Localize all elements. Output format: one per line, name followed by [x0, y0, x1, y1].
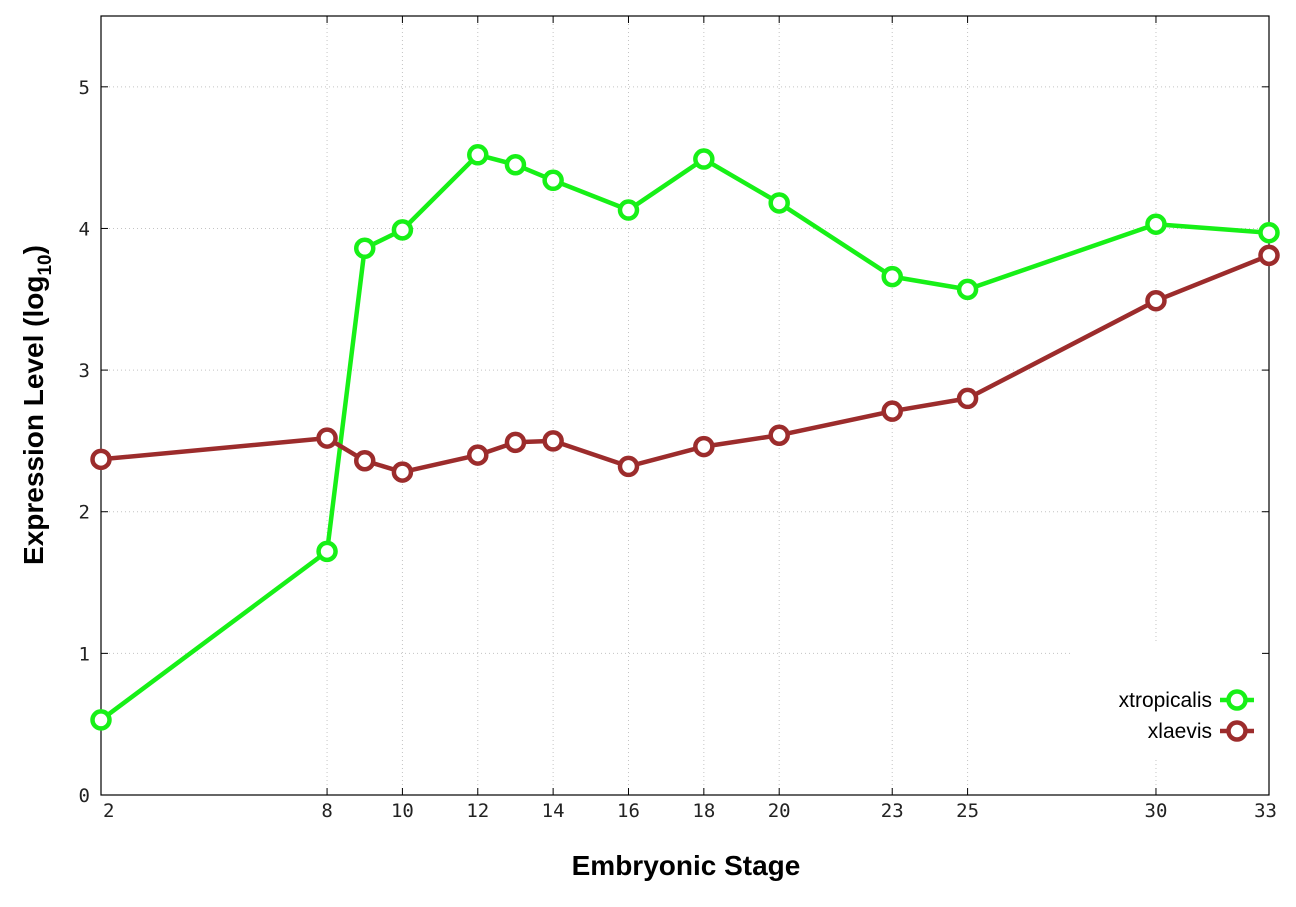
series-line-xlaevis — [100, 253, 1270, 475]
x-tick-label: 20 — [768, 800, 791, 822]
y-axis-title-subscript: 10 — [35, 254, 56, 275]
legend-label-xlaevis: xlaevis — [1148, 720, 1212, 743]
data-point-xlaevis — [693, 435, 715, 458]
data-point-xlaevis — [353, 449, 376, 472]
y-tick-label: 0 — [79, 785, 90, 807]
data-point-xlaevis — [1258, 244, 1280, 267]
data-point-xlaevis — [504, 431, 527, 454]
grid — [101, 16, 1269, 795]
x-tick-label: 30 — [1145, 800, 1168, 822]
data-point-xtropicalis — [90, 709, 112, 731]
x-tick-label: 16 — [617, 800, 640, 822]
x-tick-label: 10 — [391, 800, 414, 822]
series-line-xtropicalis — [99, 152, 1270, 722]
data-point-xlaevis — [542, 430, 564, 452]
y-tick-label: 5 — [79, 77, 90, 99]
data-point-xlaevis — [617, 455, 640, 478]
y-axis-title-main: Expression Level (log — [18, 276, 49, 565]
data-point-xtropicalis — [542, 169, 564, 192]
data-point-xtropicalis — [768, 192, 790, 214]
data-point-xlaevis — [90, 448, 112, 471]
x-tick-label: 25 — [956, 800, 979, 822]
data-point-xlaevis — [768, 424, 790, 446]
y-tick-label: 4 — [79, 218, 90, 240]
data-point-xtropicalis — [1258, 221, 1280, 244]
data-point-xtropicalis — [504, 153, 527, 176]
x-tick-label: 23 — [881, 800, 904, 822]
y-tick-label: 2 — [79, 502, 90, 524]
data-point-xtropicalis — [956, 278, 979, 301]
x-axis-title: Embryonic Stage — [572, 850, 801, 881]
x-tick-label: 2 — [103, 800, 114, 822]
data-point-xtropicalis — [316, 540, 338, 563]
plot-frame — [100, 15, 1270, 796]
y-tick-label: 1 — [79, 643, 90, 665]
data-point-xlaevis — [467, 444, 489, 466]
data-point-xlaevis — [316, 427, 338, 449]
series-layer — [90, 144, 1280, 731]
legend-label-xtropicalis: xtropicalis — [1119, 689, 1212, 712]
x-tick-label: 18 — [692, 800, 715, 822]
x-tick-label: 12 — [466, 800, 489, 822]
x-tick-label: 8 — [321, 800, 332, 822]
data-point-xtropicalis — [693, 148, 715, 170]
y-axis-title: Expression Level (log10) — [18, 245, 56, 565]
y-tick-label: 3 — [79, 360, 90, 382]
data-point-xtropicalis — [1145, 213, 1167, 235]
legend-marker-xtropicalis — [1226, 689, 1248, 711]
legend: xtropicalis xlaevis — [1072, 643, 1262, 758]
data-point-xlaevis — [881, 400, 903, 422]
data-point-xlaevis — [1145, 289, 1167, 312]
data-point-xlaevis — [956, 387, 979, 410]
data-point-xtropicalis — [617, 199, 640, 221]
y-axis-title-close: ) — [18, 245, 49, 254]
data-point-xtropicalis — [391, 219, 414, 241]
data-point-xtropicalis — [353, 237, 376, 260]
data-point-xtropicalis — [881, 265, 903, 288]
data-point-xtropicalis — [467, 144, 489, 166]
legend-marker-xlaevis — [1226, 720, 1248, 742]
x-tick-label: 14 — [542, 800, 565, 822]
x-tick-label: 33 — [1254, 800, 1277, 822]
data-point-xlaevis — [391, 461, 414, 483]
